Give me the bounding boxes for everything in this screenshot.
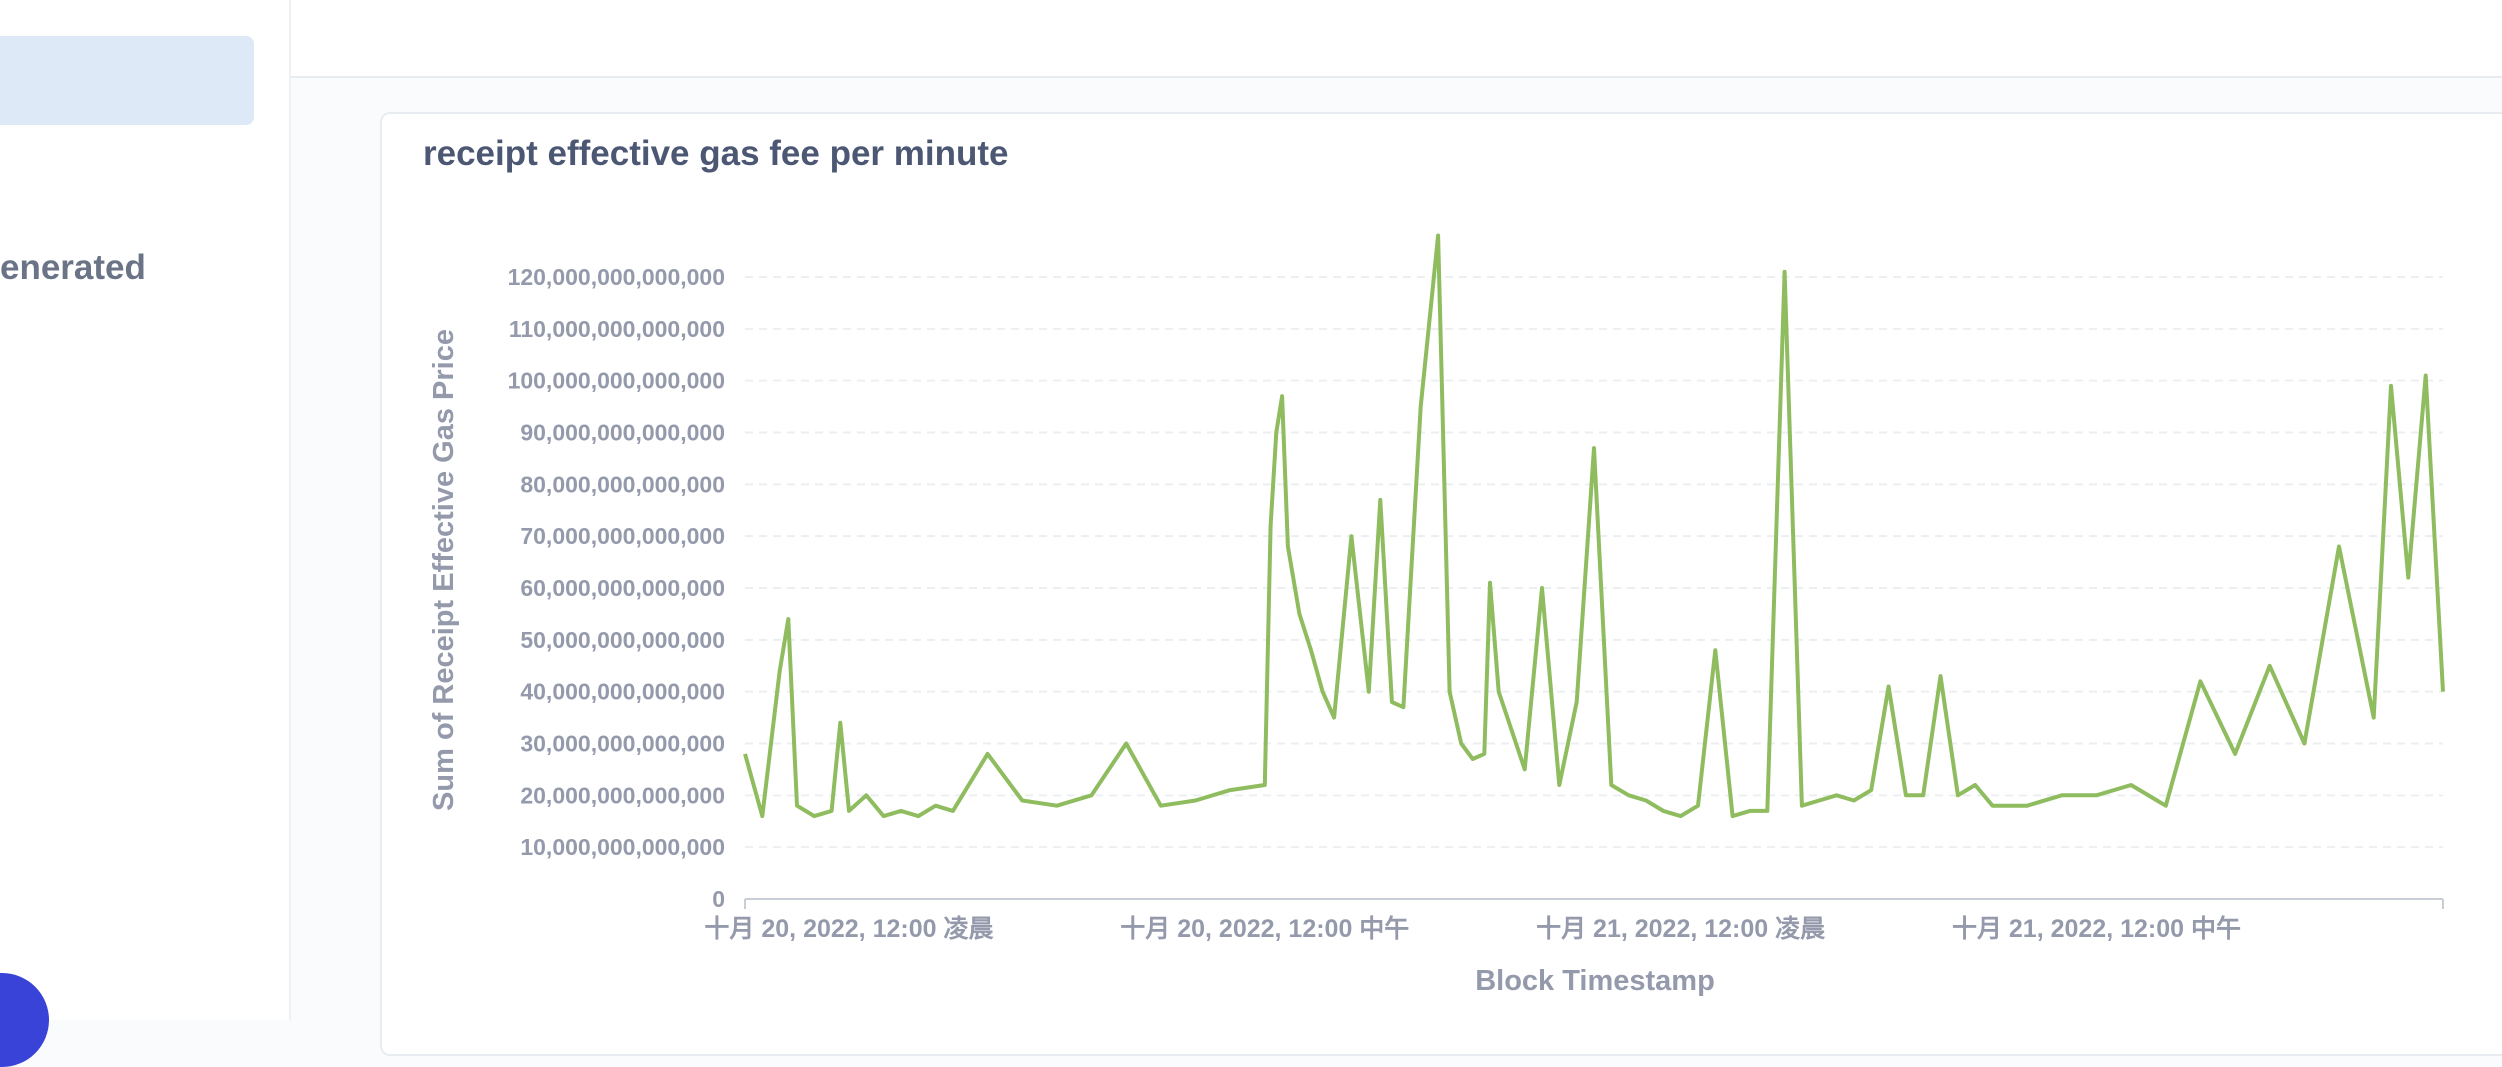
y-axis-ticks: 0 10,000,000,000,000 20,000,000,000,000 30,…: [508, 264, 725, 912]
sidebar-item-label[interactable]: enerated: [0, 248, 146, 287]
y-tick-label: 40,000,000,000,000: [520, 679, 725, 705]
series-line: [743, 233, 2445, 819]
y-tick-label: 50,000,000,000,000: [520, 627, 725, 653]
y-tick-label: 60,000,000,000,000: [520, 575, 725, 601]
y-tick-label: 0: [712, 886, 725, 912]
x-tick-label: 十月 20, 2022, 12:00 凌晨: [704, 915, 994, 943]
x-axis-title: Block Timestamp: [1475, 965, 1715, 997]
x-tick-label: 十月 21, 2022, 12:00 凌晨: [1536, 915, 1826, 943]
y-tick-label: 110,000,000,000,000: [509, 316, 725, 342]
y-tick-label: 100,000,000,000,000: [508, 368, 725, 394]
y-axis-title: Sum of Receipt Effective Gas Price: [428, 329, 460, 811]
y-tick-label: 10,000,000,000,000: [520, 834, 725, 860]
y-tick-label: 120,000,000,000,000: [508, 264, 725, 290]
y-tick-label: 80,000,000,000,000: [520, 471, 725, 497]
top-bar: [291, 0, 2502, 78]
y-tick-label: 30,000,000,000,000: [520, 731, 725, 757]
x-axis: 十月 20, 2022, 12:00 凌晨 十月 20, 2022, 12:00 …: [704, 898, 2444, 943]
card-title[interactable]: receipt effective gas fee per minute: [423, 134, 1009, 173]
x-tick-label: 十月 21, 2022, 12:00 中午: [1952, 914, 2241, 943]
y-tick-label: 20,000,000,000,000: [520, 782, 725, 808]
series-layer: [743, 233, 2445, 819]
sidebar-active-item[interactable]: [0, 36, 254, 125]
x-tick-label: 十月 20, 2022, 12:00 中午: [1120, 914, 1409, 943]
grid: [745, 276, 2443, 849]
y-tick-label: 70,000,000,000,000: [520, 523, 725, 549]
y-tick-label: 90,000,000,000,000: [520, 420, 725, 446]
chart: 0 10,000,000,000,000 20,000,000,000,000 30,…: [428, 233, 2445, 997]
